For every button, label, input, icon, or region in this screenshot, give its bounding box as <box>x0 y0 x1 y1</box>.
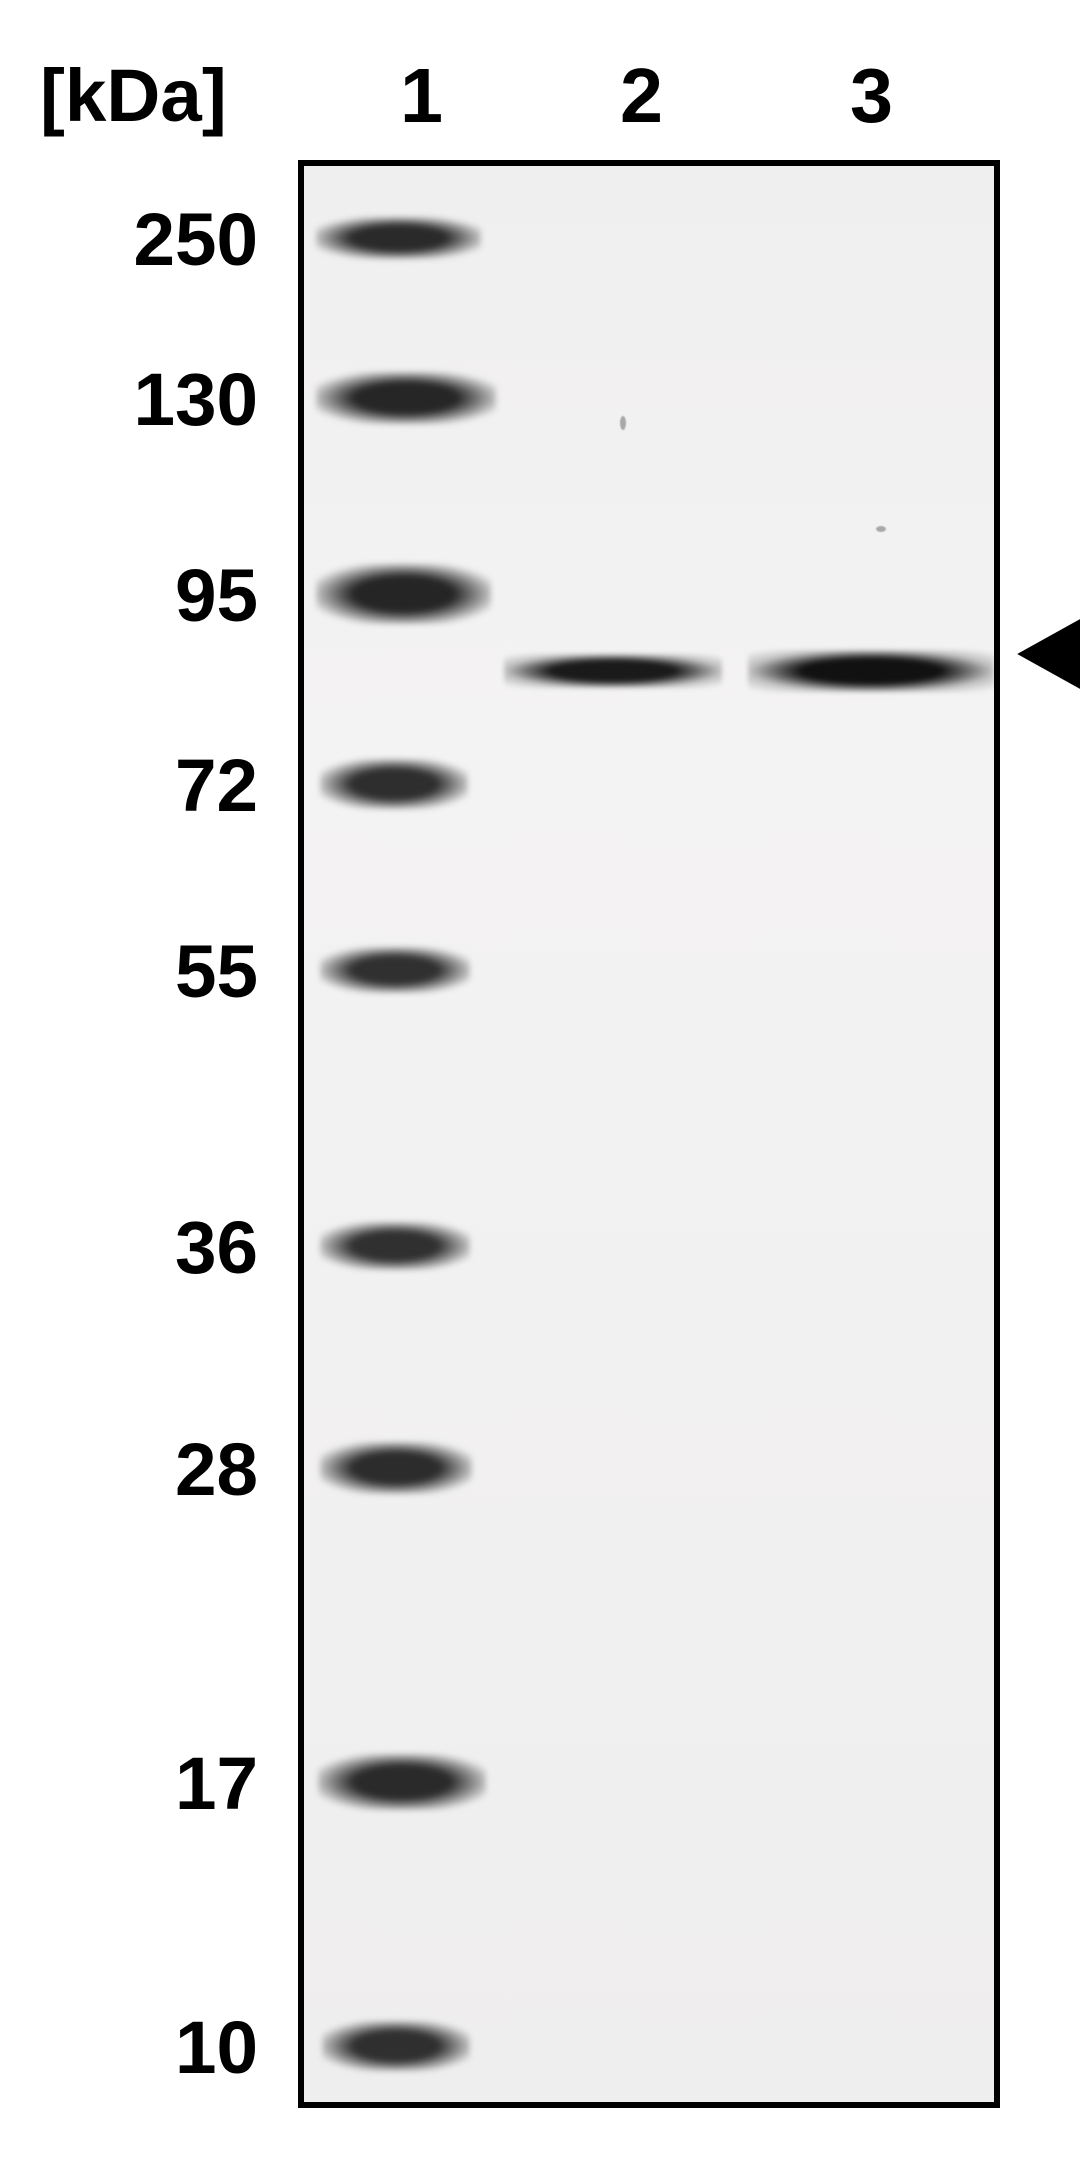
ladder-label-10: 10 <box>0 2004 258 2090</box>
ladder-label-130: 130 <box>0 356 258 442</box>
ladder-band-72 <box>320 759 468 809</box>
ladder-label-250: 250 <box>0 196 258 282</box>
ladder-label-55: 55 <box>0 928 258 1014</box>
target-band-arrow-icon <box>1010 618 1080 690</box>
ladder-band-55 <box>320 947 470 993</box>
gel-membrane <box>304 166 994 2102</box>
ladder-band-36 <box>320 1222 470 1270</box>
ladder-band-250 <box>316 217 481 259</box>
sample-band-lane3 <box>748 650 994 692</box>
western-blot-figure: [kDa] 1 2 3 250 130 95 72 55 36 28 17 10 <box>0 0 1080 2160</box>
sample-band-lane2 <box>504 654 722 688</box>
ladder-label-72: 72 <box>0 742 258 828</box>
ladder-band-17 <box>318 1754 486 1810</box>
lane-header-1: 1 <box>400 52 443 141</box>
axis-unit-label: [kDa] <box>40 52 227 138</box>
ladder-band-95 <box>316 564 491 624</box>
ladder-band-10 <box>322 2021 470 2071</box>
lane-header-3: 3 <box>850 52 893 141</box>
artifact-speck <box>876 526 886 532</box>
lane-header-2: 2 <box>620 52 663 141</box>
ladder-band-130 <box>316 372 496 424</box>
ladder-label-95: 95 <box>0 552 258 638</box>
artifact-speck <box>620 416 626 430</box>
gel-frame <box>298 160 1000 2108</box>
ladder-label-17: 17 <box>0 1740 258 1826</box>
ladder-label-36: 36 <box>0 1204 258 1290</box>
ladder-band-28 <box>320 1442 472 1494</box>
ladder-label-28: 28 <box>0 1426 258 1512</box>
